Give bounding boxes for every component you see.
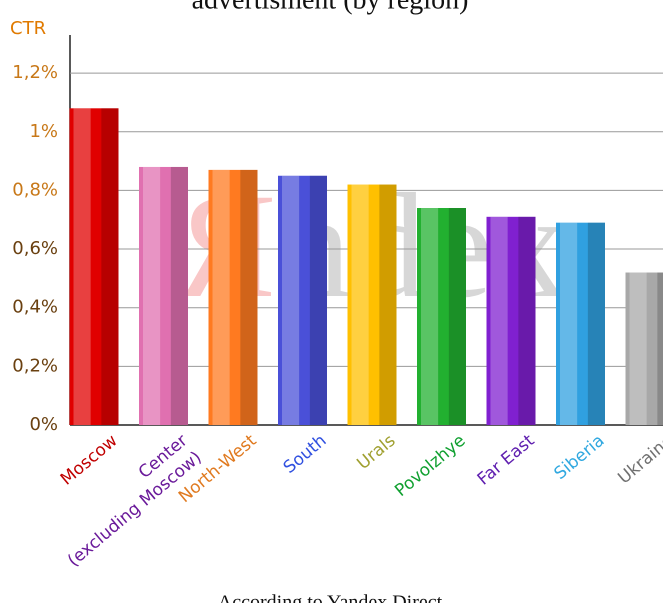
bar [486, 216, 536, 425]
bar-shade [101, 108, 119, 425]
bar-shade [587, 222, 605, 425]
bar-shade [240, 169, 258, 425]
y-tick-label: 0,6% [12, 238, 58, 259]
bar [69, 108, 119, 425]
bar-shine [629, 272, 647, 425]
y-tick-label: 1,2% [12, 62, 58, 83]
bar [208, 169, 258, 425]
bar-shade [379, 184, 397, 425]
bar-shine [421, 208, 439, 425]
bar [347, 184, 397, 425]
bar [139, 166, 188, 425]
bar-shade [518, 216, 536, 425]
bar-shade [170, 166, 188, 425]
chart-title: advertisment (by region) [192, 0, 469, 15]
bar-shade [309, 175, 327, 425]
bar-shine [212, 169, 230, 425]
footer: According to Yandex Direct [218, 592, 443, 603]
bar-shade [657, 272, 663, 425]
bar [278, 175, 327, 425]
bar [556, 222, 605, 425]
y-tick-label: 0,4% [12, 297, 58, 318]
bar-shine [351, 184, 369, 425]
bar-shine [490, 216, 508, 425]
bar-shine [73, 108, 91, 425]
y-tick-label: 0% [29, 414, 58, 435]
bar-shine [143, 166, 161, 425]
bar [417, 208, 466, 425]
bar-shine [282, 175, 300, 425]
y-tick-label: 0,2% [12, 355, 58, 376]
bar-shade [448, 208, 466, 425]
bar [625, 272, 663, 425]
y-axis-label: CTR [10, 18, 46, 39]
y-tick-label: 0,8% [12, 179, 58, 200]
bar-shine [560, 222, 578, 425]
y-tick-label: 1% [29, 121, 58, 142]
